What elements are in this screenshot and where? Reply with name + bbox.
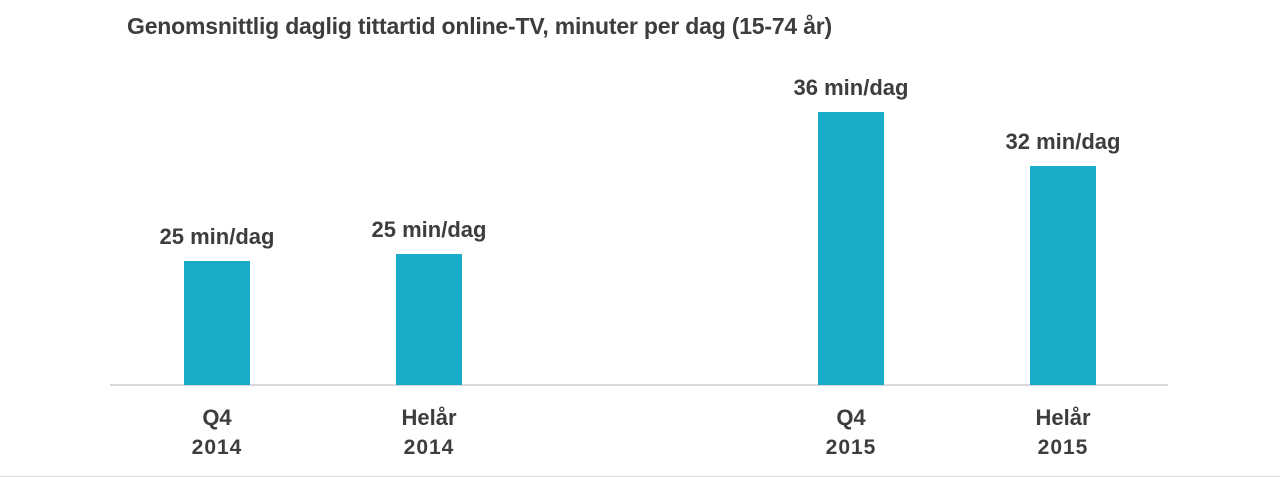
x-axis-label-period: Q4 <box>836 405 866 430</box>
chart-title: Genomsnittlig daglig tittartid online-TV… <box>127 13 833 39</box>
bar <box>184 261 250 385</box>
bar-value-label: 36 min/dag <box>793 75 909 100</box>
bar-value-label: 32 min/dag <box>1005 129 1121 154</box>
x-axis-label-year: 2015 <box>825 436 877 459</box>
bar-value-label: 25 min/dag <box>371 217 487 242</box>
x-axis-label-year: 2015 <box>1037 436 1089 459</box>
x-axis-line <box>110 384 1168 386</box>
x-axis-category: Q4 2014 <box>107 403 327 463</box>
x-axis-category: Q4 2015 <box>741 403 961 463</box>
x-axis-label-period: Helår <box>1035 405 1091 430</box>
x-axis-label-period: Q4 <box>202 405 232 430</box>
x-axis-category: Helår 2014 <box>319 403 539 463</box>
x-axis-label-period: Helår <box>401 405 457 430</box>
x-axis-label-year: 2014 <box>191 436 243 459</box>
bar <box>1030 166 1096 385</box>
bar <box>818 112 884 385</box>
bar <box>396 254 462 385</box>
x-axis-label-year: 2014 <box>403 436 455 459</box>
bar-value-label: 25 min/dag <box>159 224 275 249</box>
x-axis-category: Helår 2015 <box>953 403 1173 463</box>
